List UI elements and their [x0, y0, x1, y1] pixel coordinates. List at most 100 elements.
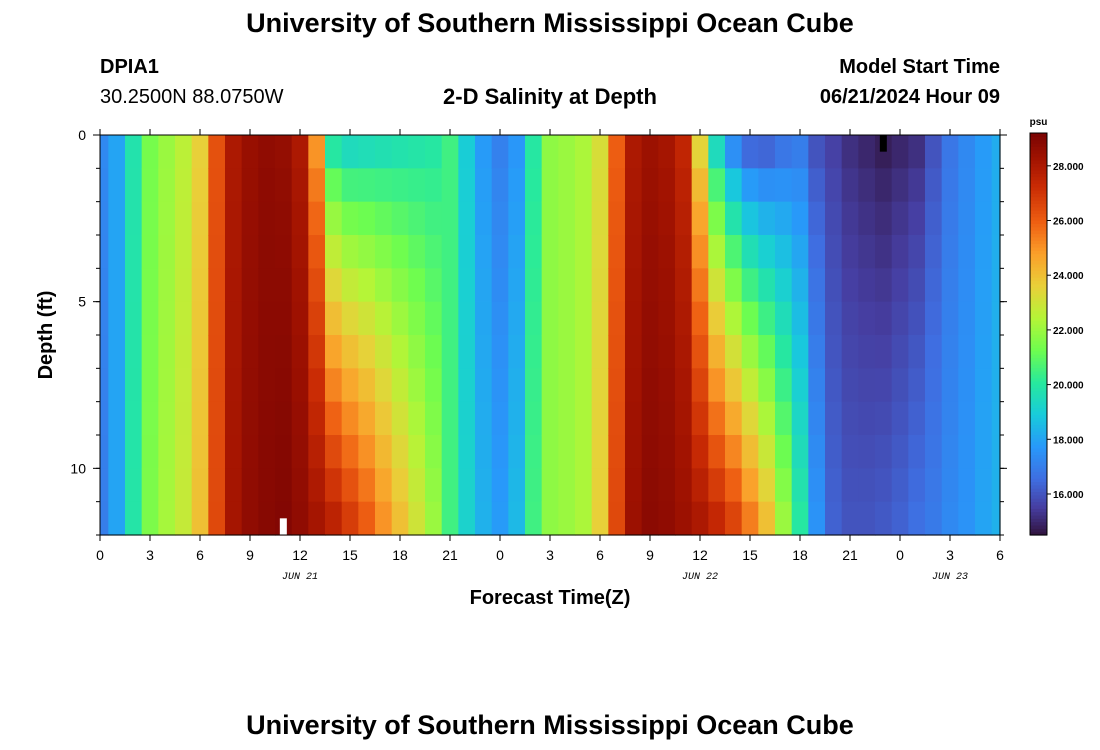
- heatmap-cell: [275, 401, 293, 436]
- colorbar-tick-label: 24.000: [1053, 271, 1084, 282]
- colorbar-segment: [1030, 508, 1047, 513]
- heatmap-cell: [341, 501, 359, 536]
- heatmap-cell: [408, 201, 426, 236]
- heatmap-cell: [975, 301, 993, 336]
- heatmap-cell: [325, 368, 343, 403]
- colorbar-segment: [1030, 156, 1047, 161]
- heatmap-cell: [325, 435, 343, 469]
- heatmap-cell: [125, 468, 143, 503]
- heatmap-cell: [458, 435, 476, 469]
- heatmap-cell: [808, 335, 826, 369]
- heatmap-cell: [175, 335, 193, 369]
- heatmap-cell: [558, 335, 576, 369]
- heatmap-cell: [341, 168, 359, 203]
- heatmap-cell: [375, 468, 393, 503]
- colorbar-segment: [1030, 253, 1047, 258]
- heatmap-cell: [858, 501, 876, 536]
- colorbar-tick-label: 16.000: [1053, 490, 1084, 501]
- colorbar-segment: [1030, 287, 1047, 292]
- heatmap-cell: [341, 201, 359, 236]
- heatmap-cell: [408, 501, 426, 536]
- colorbar-segment: [1030, 220, 1047, 225]
- heatmap-cell: [958, 368, 976, 403]
- heatmap-cell: [908, 135, 926, 169]
- model-start-label: Model Start Time: [839, 56, 1000, 78]
- heatmap-cell: [158, 135, 176, 169]
- heatmap-cell: [591, 401, 609, 436]
- heatmap-cell: [641, 168, 659, 203]
- heatmap-cell: [775, 368, 793, 403]
- heatmap-cell: [325, 168, 343, 203]
- heatmap-cell: [741, 435, 759, 469]
- heatmap-cell: [508, 435, 526, 469]
- colorbar-segment: [1030, 250, 1047, 255]
- colorbar-segment: [1030, 471, 1047, 476]
- heatmap-cell: [625, 435, 643, 469]
- heatmap-cell: [575, 201, 593, 236]
- heatmap-cell: [625, 301, 643, 336]
- x-axis-title: Forecast Time(Z): [470, 587, 631, 609]
- heatmap-cell: [225, 268, 243, 303]
- heatmap-cell: [275, 135, 293, 169]
- heatmap-cell: [991, 135, 1001, 169]
- heatmap-cell: [908, 335, 926, 369]
- colorbar-segment: [1030, 139, 1047, 144]
- heatmap-cell: [591, 335, 609, 369]
- heatmap-cell: [291, 201, 309, 236]
- heatmap-cell: [408, 235, 426, 269]
- heatmap-cell: [175, 268, 193, 303]
- heatmap-cell: [658, 435, 676, 469]
- heatmap-cell: [941, 335, 959, 369]
- heatmap-cell: [391, 301, 409, 336]
- heatmap-cell: [308, 268, 326, 303]
- heatmap-cell: [841, 201, 859, 236]
- heatmap-cell: [208, 235, 226, 269]
- heatmap-cell: [375, 201, 393, 236]
- heatmap-cell: [941, 468, 959, 503]
- heatmap-cell: [358, 135, 376, 169]
- x-date-label: JUN 23: [932, 572, 968, 583]
- heatmap-cell: [891, 401, 909, 436]
- heatmap-cell: [191, 435, 209, 469]
- heatmap-cell: [858, 335, 876, 369]
- heatmap-cell: [575, 501, 593, 536]
- heatmap-cell: [625, 135, 643, 169]
- heatmap-cell: [158, 301, 176, 336]
- heatmap-cell: [658, 501, 676, 536]
- heatmap-cell: [575, 335, 593, 369]
- heatmap-cell: [575, 301, 593, 336]
- chart-title: 2-D Salinity at Depth: [443, 84, 657, 109]
- heatmap-cell: [791, 368, 809, 403]
- heatmap-cell: [375, 435, 393, 469]
- colorbar-segment: [1030, 146, 1047, 151]
- heatmap-cell: [241, 335, 259, 369]
- heatmap-cell: [525, 135, 543, 169]
- colorbar-segment: [1030, 374, 1047, 379]
- heatmap-cell: [708, 501, 726, 536]
- heatmap-cell: [100, 268, 109, 303]
- heatmap-cell: [691, 168, 709, 203]
- heatmap-cell: [658, 335, 676, 369]
- heatmap-cell: [841, 401, 859, 436]
- heatmap-cell: [241, 401, 259, 436]
- heatmap-cell: [308, 168, 326, 203]
- heatmap-cell: [775, 168, 793, 203]
- colorbar-segment: [1030, 159, 1047, 164]
- heatmap-cell: [425, 368, 443, 403]
- heatmap-cell: [408, 168, 426, 203]
- heatmap-cell: [541, 168, 559, 203]
- colorbar-segment: [1030, 511, 1047, 516]
- heatmap-cell: [558, 435, 576, 469]
- heatmap-cell: [958, 401, 976, 436]
- heatmap-cell: [808, 301, 826, 336]
- heatmap-cell: [341, 468, 359, 503]
- heatmap-cell: [325, 201, 343, 236]
- heatmap-cell: [541, 235, 559, 269]
- heatmap-cell: [758, 501, 776, 536]
- heatmap-cell: [858, 201, 876, 236]
- heatmap-cell: [825, 168, 843, 203]
- heatmap-cell: [741, 268, 759, 303]
- heatmap-cell: [308, 468, 326, 503]
- colorbar-segment: [1030, 380, 1047, 385]
- heatmap-cell: [858, 268, 876, 303]
